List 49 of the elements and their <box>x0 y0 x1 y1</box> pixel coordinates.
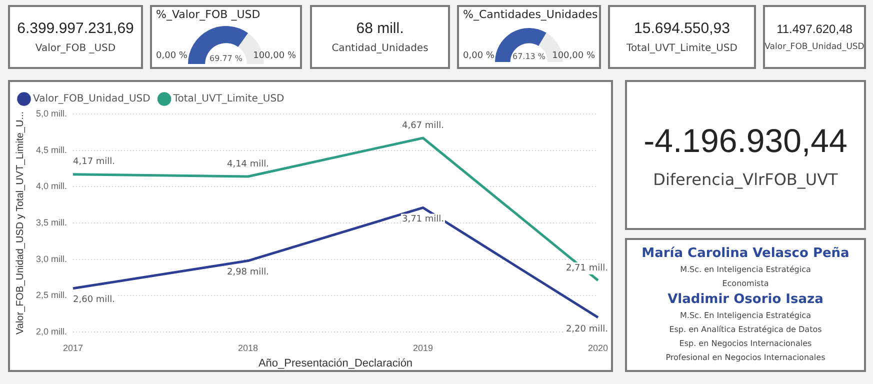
text: 100,00 % <box>552 51 595 61</box>
data-label: 2,20 mill. <box>566 324 608 334</box>
text: Cantidad_Unidades <box>332 43 428 54</box>
legend-label: Total_UVT_Limite_USD <box>172 94 285 105</box>
x-axis-title: Año_Presentación_Declaración <box>258 357 413 370</box>
text: 11.497.620,48 <box>776 22 852 36</box>
text: Economista <box>722 278 769 290</box>
x-tick-label: 2020 <box>588 342 608 353</box>
data-label: 3,71 mill. <box>402 214 444 225</box>
chart-title: %_Valor_FOB _USD <box>156 8 260 21</box>
y-axis-title: Valor_FOB_Unidad_USD y Total_UVT_Limite_U... <box>14 111 26 335</box>
text: Esp. en Negocios Internacionales <box>679 338 812 350</box>
text: 68 mill. <box>356 20 404 37</box>
data-label: 4,67 mill. <box>402 120 444 131</box>
data-label: 2,71 mill. <box>566 263 608 274</box>
y-tick-label: 3,0 mill. <box>36 254 68 264</box>
text: 6.399.997.231,69 <box>17 20 134 37</box>
text: María Carolina Velasco Peña <box>642 245 850 263</box>
data-label: 4,17 mill. <box>73 157 116 168</box>
y-tick-label: 4,5 mill. <box>36 144 68 155</box>
chart-title: %_Cantidades_Unidades <box>463 8 598 21</box>
y-tick-label: 5,0 mill. <box>36 108 68 118</box>
data-label: 67.13 % <box>512 52 546 62</box>
text: M.Sc. en Inteligencia Estratégica <box>680 264 811 276</box>
text: Total_UVT_Limite_USD <box>626 43 738 54</box>
data-label: 4,14 mill. <box>226 159 270 170</box>
text: 100,00 % <box>253 51 296 61</box>
text: Esp. en Analítica Estratégica de Datos <box>669 324 822 336</box>
legend-label: Valor_FOB_Unidad_USD <box>33 94 151 105</box>
text: Valor_FOB_Unidad_USD <box>764 42 864 52</box>
text: 0,00 % <box>156 51 188 61</box>
x-tick-label: 2017 <box>62 342 84 353</box>
text: Diferencia_VlrFOB_UVT <box>653 170 838 188</box>
data-label: 69.77 % <box>209 54 243 64</box>
y-tick-label: 2,0 mill. <box>36 326 68 336</box>
text: 0,00 % <box>463 51 494 61</box>
x-tick-label: 2018 <box>238 342 258 353</box>
y-tick-label: 4,0 mill. <box>36 181 68 192</box>
y-tick-label: 3,5 mill. <box>36 217 68 228</box>
text: -4.196.930,44 <box>644 122 848 160</box>
text: Vladimir Osorio Isaza <box>668 291 824 309</box>
data-label: 2,98 mill. <box>226 268 270 278</box>
text: M.Sc. En Inteligencia Estratégica <box>680 310 811 322</box>
x-tick-label: 2019 <box>412 342 434 353</box>
text: Valor_FOB _USD <box>35 43 116 54</box>
text: 15.694.550,93 <box>634 20 730 37</box>
text: Profesional en Negocios Internacionales <box>666 352 826 364</box>
y-tick-label: 2,5 mill. <box>36 290 68 300</box>
data-label: 2,60 mill. <box>73 295 116 306</box>
